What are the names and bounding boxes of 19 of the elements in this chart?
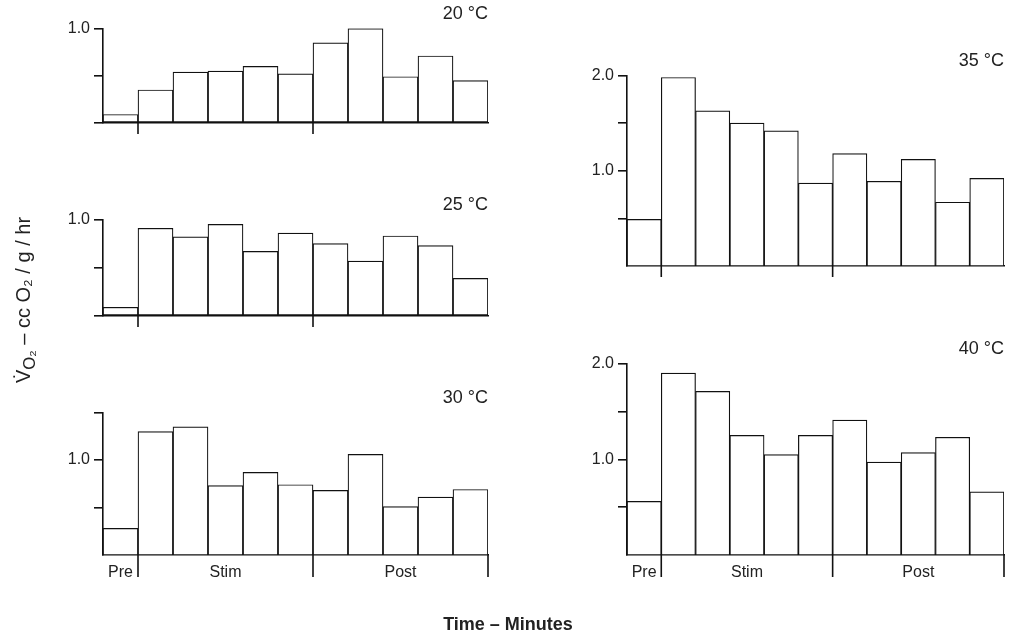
y-tick-label: 1.0 — [591, 161, 615, 179]
chart-title: 20 °C — [442, 2, 488, 23]
y-tick-label: 1.0 — [67, 210, 91, 228]
y-tick-label: 1.0 — [67, 450, 91, 468]
chart-title: 40 °C — [958, 337, 1004, 358]
x-tick-label: Stim — [209, 563, 242, 581]
chart-title: 25 °C — [442, 193, 488, 214]
chart-title: 30 °C — [442, 386, 488, 407]
x-tick-label: Pre — [631, 563, 657, 581]
x-tick-label: Post — [384, 563, 418, 581]
y-tick-label: 2.0 — [591, 354, 615, 372]
x-tick-label: Post — [902, 563, 935, 581]
y-tick-label: 1.0 — [591, 449, 615, 467]
x-axis-title: Time – Minutes — [443, 613, 573, 635]
chart-title: 35 °C — [958, 49, 1004, 70]
y-tick-label: 1.0 — [67, 19, 91, 37]
x-tick-label: Stim — [730, 563, 763, 581]
y-tick-label: 2.0 — [591, 66, 615, 84]
x-tick-label: Pre — [108, 563, 134, 581]
